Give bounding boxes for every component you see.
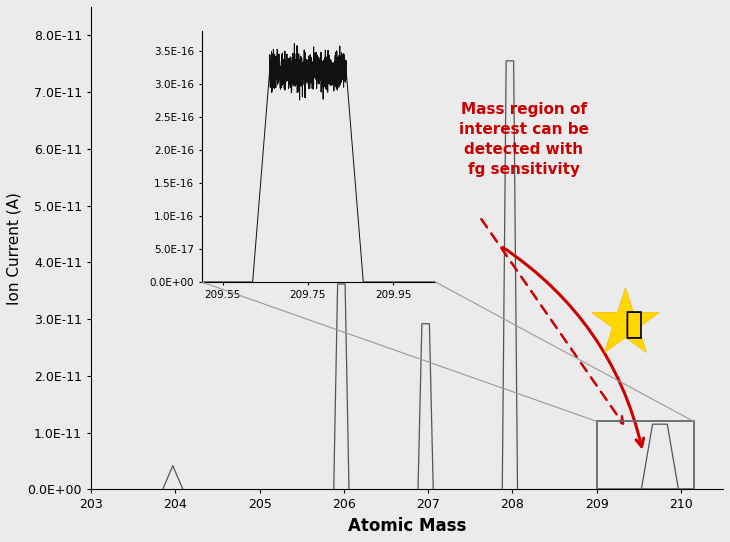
Y-axis label: Ion Current (A): Ion Current (A): [7, 192, 22, 305]
Text: 👍: 👍: [624, 310, 642, 339]
Bar: [596, 421, 694, 489]
X-axis label: Atomic Mass: Atomic Mass: [348, 517, 466, 535]
Text: Mass region of
interest can be
detected with
fg sensitivity: Mass region of interest can be detected …: [459, 102, 589, 177]
